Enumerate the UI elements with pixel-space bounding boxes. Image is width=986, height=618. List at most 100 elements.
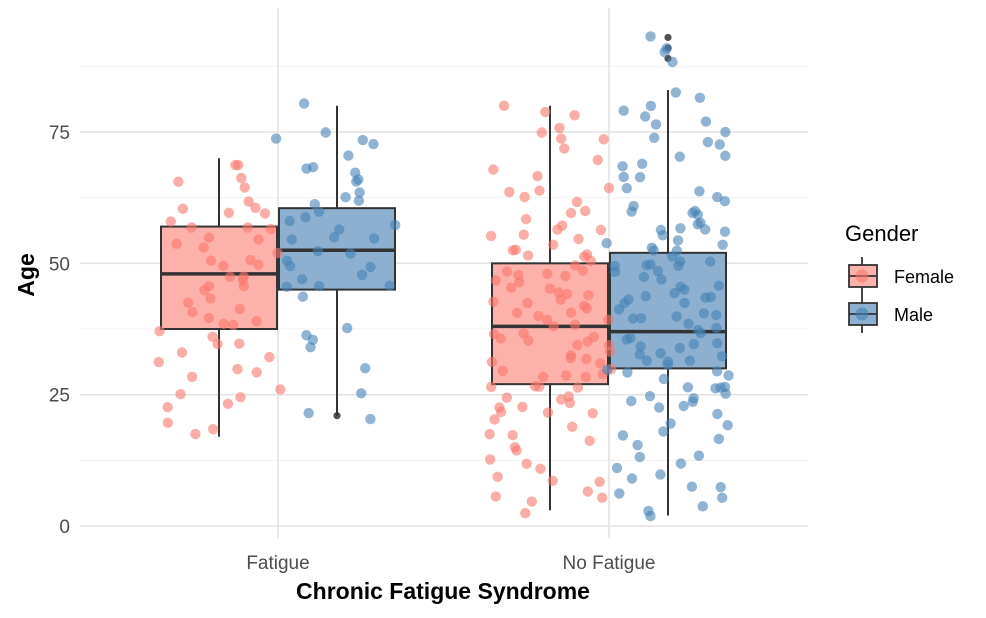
data-point xyxy=(659,46,670,58)
y-tick-label: 75 xyxy=(49,123,70,144)
data-point xyxy=(541,314,553,325)
data-point xyxy=(657,230,668,241)
data-point xyxy=(626,206,637,217)
data-point xyxy=(658,426,669,437)
data-point xyxy=(522,297,533,309)
data-point xyxy=(162,402,173,413)
data-point xyxy=(360,363,371,374)
data-point xyxy=(286,234,297,245)
data-point xyxy=(597,492,608,503)
data-point xyxy=(253,259,264,270)
data-point xyxy=(640,111,651,122)
data-point xyxy=(682,382,694,393)
data-point xyxy=(717,492,728,503)
data-point xyxy=(570,260,581,271)
data-point xyxy=(564,397,576,409)
data-point xyxy=(584,435,595,446)
data-point xyxy=(334,224,345,235)
data-point xyxy=(712,338,723,349)
data-point xyxy=(165,216,176,227)
data-point xyxy=(368,138,379,150)
data-point xyxy=(534,381,545,392)
data-point xyxy=(203,281,215,292)
data-point xyxy=(675,458,687,469)
data-point xyxy=(679,284,690,295)
y-axis: 0 25 50 75 xyxy=(49,123,70,538)
data-point xyxy=(489,414,500,425)
data-point xyxy=(259,208,271,219)
data-point xyxy=(653,402,665,413)
data-point xyxy=(203,312,214,324)
data-point xyxy=(238,281,249,292)
data-point xyxy=(565,307,577,318)
data-point xyxy=(484,454,496,465)
data-point xyxy=(625,332,636,344)
data-point xyxy=(637,158,648,169)
data-point xyxy=(313,206,325,217)
data-point xyxy=(655,469,666,480)
data-point xyxy=(490,491,501,502)
data-point xyxy=(658,373,670,385)
data-point xyxy=(190,428,201,440)
data-point xyxy=(495,406,507,418)
data-point xyxy=(652,265,664,277)
data-point xyxy=(187,307,198,318)
data-point xyxy=(186,222,197,233)
data-point xyxy=(264,351,275,363)
data-point xyxy=(239,182,250,193)
data-point xyxy=(723,370,734,381)
data-point xyxy=(369,233,380,244)
data-point xyxy=(517,401,528,413)
data-point xyxy=(501,392,512,403)
data-point xyxy=(656,274,667,285)
data-point xyxy=(567,421,578,432)
data-point xyxy=(281,281,292,292)
data-point xyxy=(622,367,633,378)
data-point xyxy=(717,239,728,250)
data-point xyxy=(162,417,173,428)
data-point xyxy=(645,510,656,522)
data-point xyxy=(523,335,534,346)
data-point xyxy=(526,496,537,507)
data-point xyxy=(205,255,217,266)
data-point xyxy=(497,365,508,377)
data-point xyxy=(486,381,497,393)
data-point xyxy=(534,185,545,196)
data-point xyxy=(641,259,652,271)
data-point xyxy=(572,382,584,393)
data-point xyxy=(297,291,309,302)
data-point xyxy=(609,266,621,277)
data-point xyxy=(559,143,570,154)
data-point xyxy=(542,407,554,418)
data-point xyxy=(232,363,243,375)
legend: Gender Female Male xyxy=(845,221,954,333)
data-point xyxy=(613,304,625,315)
data-point xyxy=(507,430,518,441)
data-point xyxy=(581,303,592,314)
data-point xyxy=(490,275,501,286)
data-point xyxy=(495,333,506,344)
data-point xyxy=(710,383,721,394)
box-male-fatigue xyxy=(278,105,396,420)
data-point xyxy=(313,280,325,292)
legend-items: Female Male xyxy=(848,257,954,333)
data-point xyxy=(712,408,723,420)
data-point xyxy=(230,159,241,171)
data-point xyxy=(560,370,572,381)
data-point xyxy=(556,133,567,144)
data-point xyxy=(688,338,699,350)
data-point xyxy=(673,260,684,271)
data-point xyxy=(617,430,629,441)
data-point xyxy=(700,224,711,235)
data-point xyxy=(679,297,690,309)
data-point xyxy=(357,134,368,146)
data-point xyxy=(640,291,651,302)
data-point xyxy=(667,56,678,68)
data-point xyxy=(296,274,308,285)
data-point xyxy=(535,463,546,474)
data-point xyxy=(635,341,646,352)
data-point xyxy=(198,242,209,253)
data-point xyxy=(342,322,353,334)
data-point xyxy=(511,307,523,318)
